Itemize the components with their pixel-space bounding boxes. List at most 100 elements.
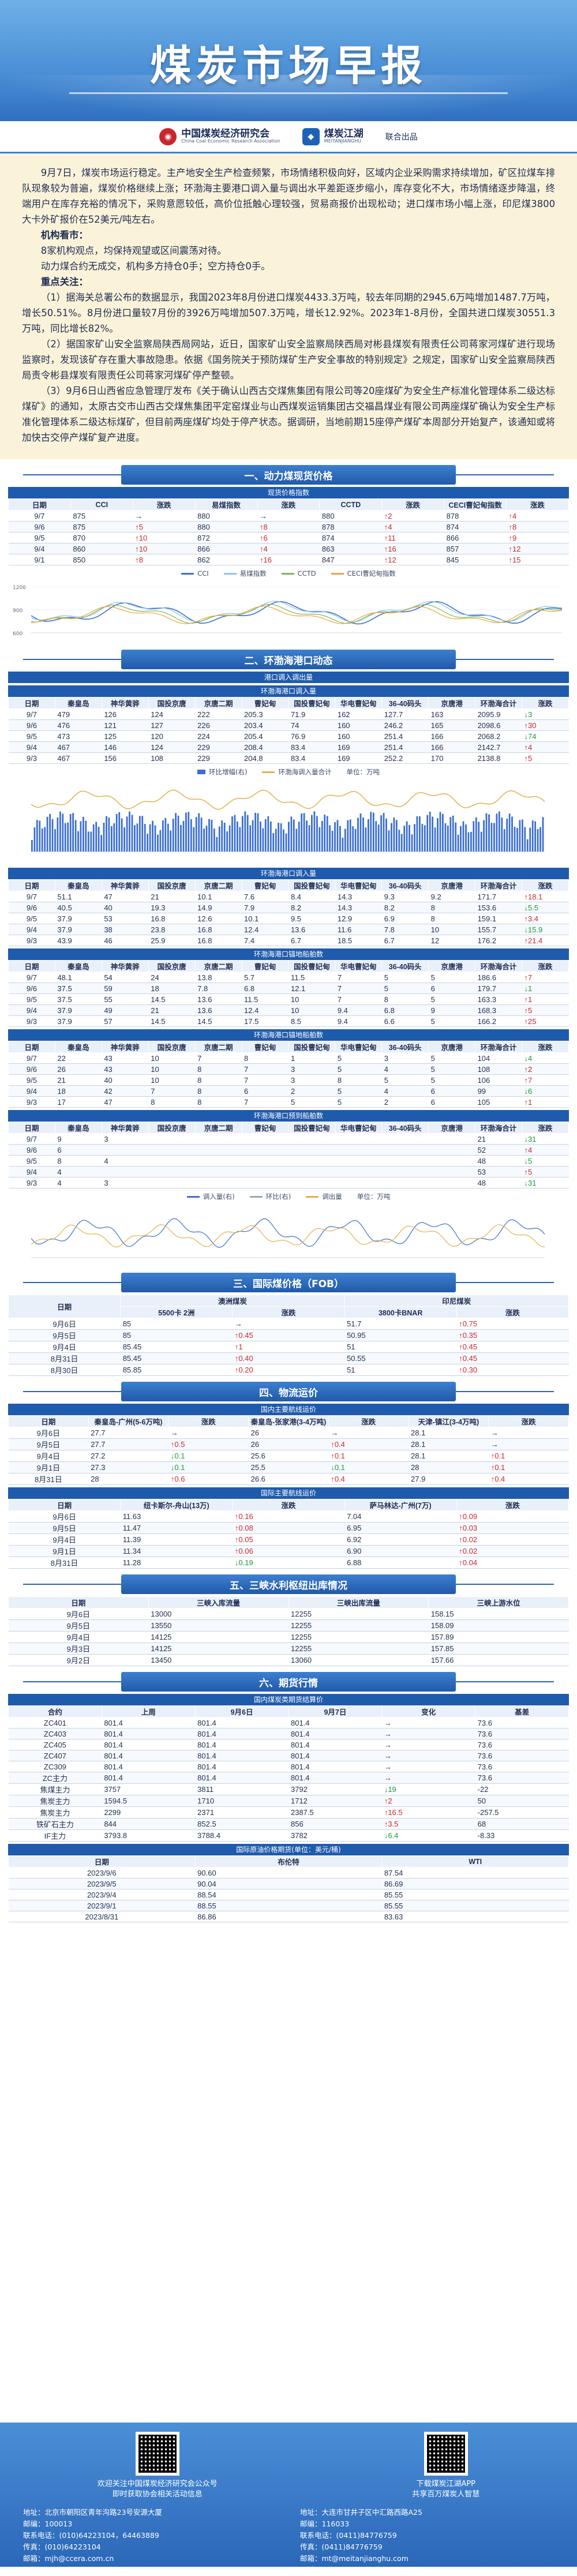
port-flow-chart: 调入量(右) 环比(右) 调出量 单位：万吨	[8, 1192, 569, 1267]
port-plan-cell	[288, 1155, 335, 1167]
port-out-cell: 38	[102, 924, 149, 935]
spot-cell: 880	[319, 510, 382, 522]
port-header-10: 环渤海合计	[475, 1041, 522, 1053]
spot-cell: ↑4	[257, 543, 320, 554]
bar-mark	[272, 833, 275, 852]
port-out-cell: 19.3	[148, 902, 196, 913]
mtjh-qr-icon[interactable]	[424, 2432, 468, 2476]
spot-cell: 850	[70, 554, 133, 565]
port-ship-cell: 8	[195, 1063, 242, 1075]
port-ship-cell: 3	[381, 1052, 429, 1064]
freight2-cell: 6.90	[344, 1545, 457, 1557]
futures-cell: 801.4	[102, 1761, 196, 1772]
port-anchor-cell: 10	[288, 993, 335, 1005]
port-ship-cell: 9/4	[8, 1085, 55, 1097]
port-in-cell: ↓74	[522, 730, 569, 742]
port-ship-cell: 7	[242, 1063, 288, 1075]
bar-mark	[534, 821, 536, 852]
section-2-header: 二、环渤海港口动态	[23, 650, 554, 669]
bar-mark	[218, 826, 220, 852]
bar-mark	[365, 827, 367, 852]
spot-price-lines: 1200 900 600	[13, 585, 563, 637]
gorges-cell: 9月5日	[8, 1619, 149, 1632]
bar-mark	[167, 823, 169, 852]
bar-mark	[357, 818, 359, 852]
port-header-2: 神华黄骅	[101, 879, 149, 891]
bar-mark	[200, 818, 203, 852]
port-header-5: 曹妃甸	[241, 1122, 289, 1134]
svg-text:600: 600	[13, 631, 23, 637]
table-row: 9/3 17 47 8 8 7 5 5 2 6 105 ↑1	[8, 1096, 569, 1108]
spot-cell: ↑15	[506, 554, 569, 565]
port-out-cell: 8.2	[381, 902, 429, 913]
bar-mark	[198, 813, 200, 852]
australia-header: 澳洲煤炭	[120, 1295, 345, 1307]
port-out-cell: 6.7	[381, 935, 429, 946]
spot-cell: ↑2	[381, 510, 444, 522]
qr1-text: 欢迎关注中国煤炭经济研究会公众号	[97, 2480, 218, 2488]
port-plan-cell	[381, 1166, 429, 1178]
freight2-cell: ↑0.04	[456, 1557, 569, 1569]
cceri-qr-icon[interactable]	[135, 2432, 179, 2476]
port-in-table: 日期 秦皇岛 神华黄骅 国投京唐 京唐二期 曹妃甸 国投曹妃甸 华电曹妃甸 36-40码头 京唐港…	[8, 697, 569, 764]
bar-mark	[77, 831, 79, 852]
port-plan-cell	[335, 1144, 382, 1156]
table-row: 9/4 18 42 7 8 6 2 5 4 6 99 ↓6	[8, 1085, 569, 1097]
logo-bar: ◉ 中国煤炭经济研究会 China Coal Economic Research…	[0, 121, 577, 153]
bar-mark	[321, 821, 323, 852]
table-row: 9月5日 27.7 ↑0.5 26 ↑0.4 28.1 →	[8, 1438, 569, 1450]
oil-cell: 2023/9/6	[8, 1867, 196, 1878]
bar-mark	[64, 823, 66, 852]
spot-cell: ↑12	[506, 543, 569, 554]
port-anchor-cell: 9/6	[8, 983, 55, 994]
table-row: 9月1日 27.3 ↓0.1 25.5 ↓0.1 28 ↑0.1	[8, 1461, 569, 1473]
port-in-cell: 127.7	[381, 708, 429, 720]
port-anchor-cell: 11.5	[242, 993, 288, 1005]
table-row: IF主力 3793.8 3788.4 3782 ↓6.4 -8.33	[8, 1829, 569, 1842]
bar-mark	[162, 820, 164, 852]
bar-mark	[260, 822, 261, 852]
port-in-cell: 163	[428, 708, 475, 720]
port-in-cell: ↑30	[522, 719, 569, 731]
port-anchor-cell: 9/7	[8, 972, 55, 983]
port-out-cell: ↑3.4	[522, 913, 569, 924]
port-anchor-cell: 9.4	[335, 1004, 382, 1016]
port-in-cell: 170	[428, 752, 475, 764]
port-header-1: 秦皇岛	[54, 960, 102, 972]
futures-cell: ZC401	[8, 1717, 102, 1728]
port-ship-cell: 7	[148, 1085, 196, 1097]
oil-cell: 83.63	[381, 1911, 569, 1922]
port-anchor-cell: 186.6	[475, 972, 522, 983]
port-plan-cell: 9/6	[8, 1144, 55, 1156]
futures-cell: 73.6	[475, 1728, 569, 1739]
gorges-cell: 157.89	[428, 1631, 569, 1643]
bar-mark	[269, 821, 272, 852]
port-in-cell: 224	[195, 730, 242, 742]
port-plan-cell	[428, 1133, 475, 1145]
futures-cell: 801.4	[195, 1772, 288, 1784]
table-row: 9月6日 13000 12255 158.15	[8, 1608, 569, 1620]
futures-cell: ZC407	[8, 1750, 102, 1761]
freight1-cell: 8月31日	[8, 1473, 89, 1485]
mtjh-qr-block: 下载煤炭江湖APP 共享百万煤炭人智慧	[412, 2432, 479, 2500]
bar-mark	[455, 822, 457, 852]
futures-cell: 801.4	[102, 1717, 196, 1728]
bar-mark	[503, 829, 505, 852]
port-anchor-cell: 5	[381, 983, 429, 994]
bar-mark	[313, 811, 316, 852]
header-divider	[69, 92, 508, 94]
intl-cell: 51.7	[344, 1318, 457, 1330]
spot-cell: 845	[444, 554, 507, 565]
bar-mark	[306, 820, 308, 852]
freight1-cell: →	[328, 1427, 409, 1439]
port-ship-cell: 9/5	[8, 1074, 55, 1086]
port-anchor-cell: ↑5	[522, 1004, 569, 1016]
futures-header-0: 合约	[8, 1705, 102, 1718]
port-in-cell: 166	[428, 730, 475, 742]
port-out-cell: 23.8	[148, 924, 196, 935]
bar-mark	[395, 820, 398, 852]
port-ship-cell: 104	[475, 1052, 522, 1064]
intl-cell: 85	[120, 1329, 233, 1341]
port-header-9: 京唐港	[428, 697, 476, 709]
port-anchor-cell: 37.9	[55, 1015, 102, 1027]
